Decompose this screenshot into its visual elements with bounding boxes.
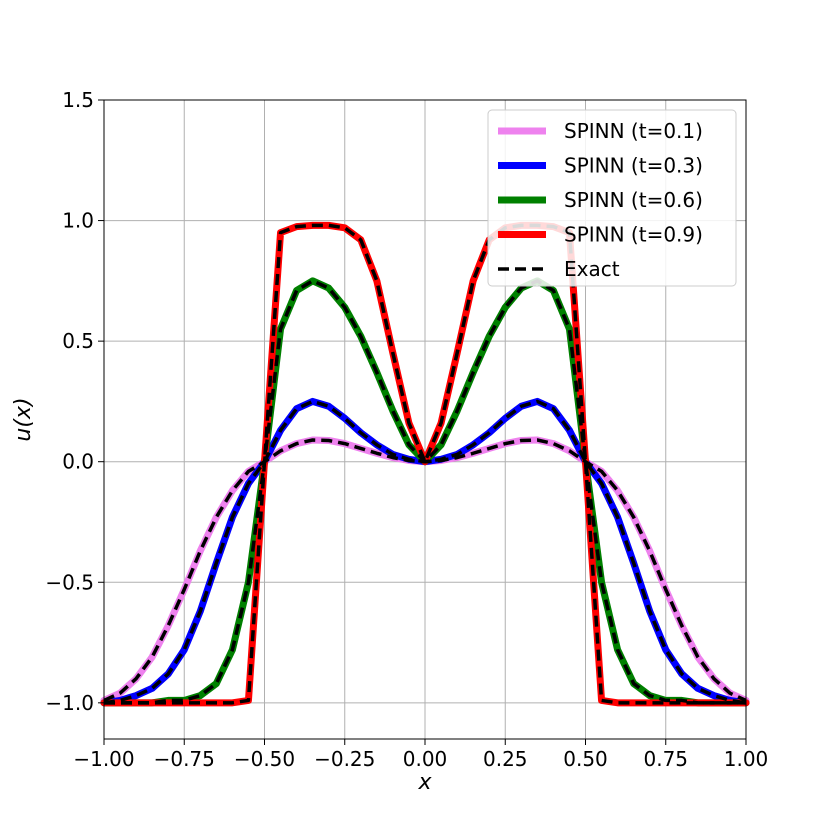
y-tick-label: 1.0	[62, 209, 94, 233]
series-layer	[100, 221, 750, 707]
data-point	[502, 304, 509, 311]
x-tick-label: 0.25	[483, 747, 528, 771]
legend-label: SPINN (t=0.3)	[564, 154, 703, 178]
legend: SPINN (t=0.1) SPINN (t=0.3) SPINN (t=0.6) S…	[487, 109, 737, 287]
legend-label: SPINN (t=0.1)	[564, 119, 703, 143]
ticks: −1.00 −0.75 −0.50 −0.25 0.00 0.25 0.50 0.75 1.00…	[45, 88, 768, 771]
legend-marker	[518, 127, 526, 135]
data-point	[646, 699, 653, 707]
data-point	[710, 692, 718, 699]
x-tick-label: −0.50	[234, 747, 295, 771]
x-tick-label: −1.00	[73, 747, 134, 771]
data-point	[132, 699, 140, 707]
data-point	[694, 685, 702, 692]
data-point	[630, 699, 637, 707]
legend-label: Exact	[564, 257, 620, 281]
x-tick-label: 0.00	[403, 747, 448, 771]
x-tick-label: 0.75	[643, 747, 688, 771]
x-tick-label: −0.25	[314, 747, 375, 771]
legend-marker	[518, 196, 526, 204]
data-point	[325, 284, 332, 292]
y-tick-label: −0.5	[45, 570, 94, 594]
data-point	[469, 277, 477, 285]
data-point	[662, 646, 669, 653]
exact-line-4	[104, 223, 746, 705]
y-tick-label: 1.5	[62, 88, 94, 112]
legend-marker	[518, 162, 526, 169]
data-point	[165, 699, 172, 707]
x-tick-label: 1.00	[724, 747, 769, 771]
legend-label: SPINN (t=0.9)	[564, 223, 703, 247]
y-axis-label: u(x)	[11, 397, 36, 441]
exact-line-3	[104, 279, 746, 705]
x-tick-label: −0.75	[154, 747, 215, 771]
legend-box	[487, 109, 737, 287]
y-tick-label: −1.0	[45, 691, 94, 715]
data-point	[148, 699, 156, 707]
legend-label: SPINN (t=0.6)	[564, 188, 703, 212]
y-tick-label: 0.5	[62, 329, 94, 353]
x-axis-label: x	[417, 770, 432, 795]
legend-marker	[518, 231, 526, 238]
x-tick-label: 0.50	[563, 747, 608, 771]
y-tick-label: 0.0	[62, 450, 94, 474]
